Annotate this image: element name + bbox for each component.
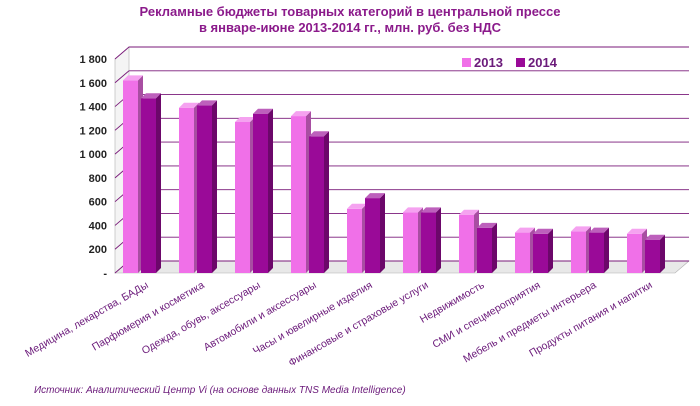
bar-2013-front — [347, 208, 362, 273]
bar-2014-side — [324, 131, 329, 273]
gridline — [114, 46, 689, 60]
legend-swatch-2013 — [462, 58, 471, 67]
source-note: Источник: Аналитический Центр Vi (на осн… — [34, 385, 406, 396]
bar-2013-top — [179, 102, 199, 108]
bar-2013-top — [123, 75, 143, 81]
chart-title: Рекламные бюджеты товарных категорий в ц… — [0, 4, 700, 36]
bar-2014-side — [604, 227, 609, 273]
y-tick-label: 1 000 — [79, 149, 107, 161]
bar-2014-side — [212, 100, 217, 273]
bar-2014-front — [365, 198, 380, 273]
bar-2013-top — [515, 227, 535, 233]
bar-2014-top — [141, 93, 161, 99]
bar-2014-top — [645, 234, 665, 240]
chart-title-line-2: в январе-июне 2013-2014 гг., млн. руб. б… — [198, 20, 502, 35]
bar-2014-side — [436, 207, 441, 273]
y-tick-label: 1 800 — [79, 54, 107, 66]
y-tick-label: 200 — [89, 244, 107, 256]
legend-label-2013: 2013 — [474, 55, 503, 70]
bar-2013-front — [403, 212, 418, 273]
bar-2014-front — [253, 113, 268, 273]
bar-2014-top — [533, 228, 553, 234]
y-tick-label: - — [103, 268, 107, 280]
bar-2013-top — [403, 207, 423, 213]
bar-2014-front — [197, 105, 212, 273]
bar-2014-front — [533, 233, 548, 273]
bar-2013-front — [291, 116, 306, 273]
bar-2014-top — [477, 222, 497, 228]
bar-2014-front — [141, 98, 156, 273]
bar-2014-top — [197, 100, 217, 106]
bar-2013-top — [291, 111, 311, 117]
bar-2013-front — [627, 233, 642, 273]
bar-2014-top — [253, 108, 273, 114]
bar-2014-side — [268, 108, 273, 273]
legend-label-2014: 2014 — [528, 55, 558, 70]
legend-swatch-2014 — [516, 58, 525, 67]
bar-2014-side — [492, 222, 497, 273]
bar-2014-side — [660, 234, 665, 273]
bar-2013-top — [627, 228, 647, 234]
bar-2013-front — [459, 214, 474, 273]
bar-2013-front — [179, 107, 194, 273]
bar-2014-top — [421, 207, 441, 213]
bar-2013-top — [235, 117, 255, 123]
bar-2014-front — [645, 239, 660, 273]
chart-title-line-1: Рекламные бюджеты товарных категорий в ц… — [139, 4, 561, 19]
gridline — [114, 70, 689, 84]
bar-2014-top — [589, 227, 609, 233]
y-tick-label: 1 400 — [79, 102, 107, 114]
bar-2013-front — [235, 122, 250, 273]
bar-2013-front — [123, 80, 138, 274]
y-tick-label: 800 — [89, 173, 107, 185]
y-tick-label: 1 600 — [79, 78, 107, 90]
bar-2013-top — [459, 209, 479, 215]
bar-2014-front — [589, 232, 604, 273]
y-tick-label: 400 — [89, 220, 107, 232]
bar-2014-top — [309, 131, 329, 137]
bar-2014-front — [309, 136, 324, 273]
bar-2014-top — [365, 193, 385, 199]
bar-2014-front — [477, 227, 492, 273]
bar-2013-front — [515, 232, 530, 273]
y-tick-label: 600 — [89, 197, 107, 209]
y-tick-label: 1 200 — [79, 125, 107, 137]
bar-2014-front — [421, 212, 436, 273]
bar-2013-top — [571, 226, 591, 232]
bar-2014-side — [380, 193, 385, 273]
bar-2014-side — [156, 93, 161, 273]
bar-2013-top — [347, 203, 367, 209]
bar-2014-side — [548, 228, 553, 273]
bar-2013-front — [571, 231, 586, 273]
